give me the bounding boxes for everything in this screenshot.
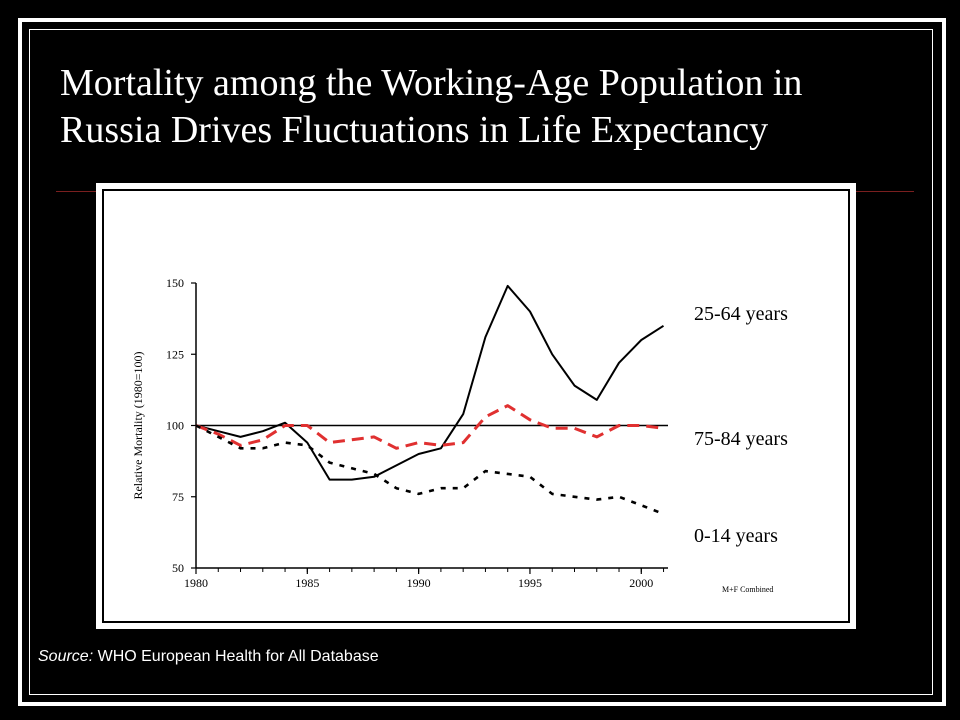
series-label-0-14-years: 0-14 years: [694, 525, 778, 547]
y-tick-label: 100: [166, 419, 184, 433]
y-tick-label: 75: [172, 490, 184, 504]
chart-panel: 50 75 100 125 150 1980 1985 1990 1995 2000 Relativ…: [96, 183, 856, 629]
source-label: Source:: [38, 648, 94, 665]
series-line-75-84-years: [195, 404, 664, 450]
y-tick-label: 150: [166, 276, 184, 290]
x-tick-label: 1995: [518, 576, 542, 590]
mortality-chart: 50 75 100 125 150 1980 1985 1990 1995 2000 Relativ…: [131, 276, 788, 594]
slide-frame-outer: [18, 18, 946, 706]
series-line-25-64-years: [195, 284, 665, 481]
slide-frame-inner: [29, 29, 933, 695]
chart-border: [102, 189, 850, 623]
source-text: WHO European Health for All Database: [93, 648, 379, 665]
slide-title: Mortality among the Working-Age Populati…: [60, 60, 920, 154]
x-tick-label: 1990: [407, 576, 431, 590]
series-label-25-64-years: 25-64 years: [694, 303, 788, 325]
series-label-75-84-years: 75-84 years: [694, 428, 788, 450]
slide-title-line-1: Mortality among the Working-Age Populati…: [60, 62, 803, 104]
series-line-0-14-years: [195, 424, 664, 516]
slide-title-line-2: Russia Drives Fluctuations in Life Expec…: [60, 109, 769, 151]
y-axis-title: Relative Mortality (1980=100): [131, 351, 145, 499]
x-tick-label: 1980: [184, 576, 208, 590]
y-tick-label: 50: [172, 561, 184, 575]
x-tick-label: 1985: [295, 576, 319, 590]
source-caption: Source: WHO European Health for All Data…: [38, 648, 379, 666]
chart-note: M+F Combined: [722, 585, 773, 594]
x-tick-label: 2000: [629, 576, 653, 590]
y-tick-label: 125: [166, 347, 184, 361]
